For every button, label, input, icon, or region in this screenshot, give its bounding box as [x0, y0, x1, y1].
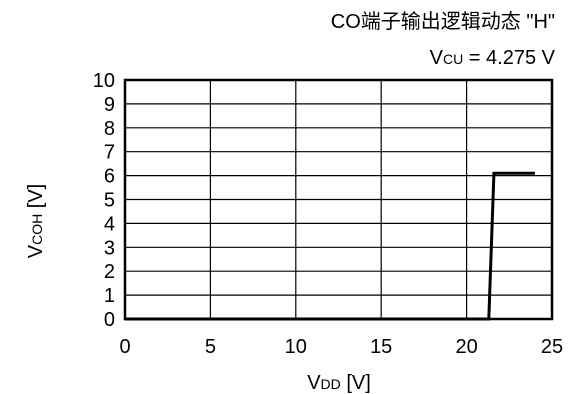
x-axis-unit: [V]: [341, 372, 371, 394]
x-tick-label: 10: [285, 336, 307, 358]
x-axis-subscript: DD: [321, 376, 341, 392]
grid: [125, 80, 552, 319]
x-axis-label: VDD [V]: [307, 372, 371, 394]
subtitle-value: = 4.275 V: [463, 47, 555, 69]
y-axis-label: VCOH [V]: [25, 184, 47, 258]
subtitle-symbol: V: [430, 47, 444, 69]
x-tick-label: 25: [541, 336, 563, 358]
x-axis-symbol: V: [307, 372, 321, 394]
y-tick-label: 0: [104, 309, 115, 331]
y-tick-label: 4: [104, 213, 115, 235]
y-tick-label: 2: [104, 261, 115, 283]
y-axis-subscript: COH: [29, 214, 45, 245]
y-tick-label: 5: [104, 190, 115, 212]
y-tick-label: 1: [104, 285, 115, 307]
x-tick-label: 20: [455, 336, 477, 358]
x-tick-label: 5: [205, 336, 216, 358]
y-tick-label: 8: [104, 118, 115, 140]
subtitle-subscript: CU: [443, 51, 463, 67]
series-line: [125, 171, 535, 321]
y-tick-label: 10: [93, 70, 115, 92]
plot-frame: [123, 78, 554, 321]
chart-subtitle: VCU = 4.275 V: [430, 47, 556, 69]
x-tick-label: 15: [370, 336, 392, 358]
y-tick-label: 6: [104, 166, 115, 188]
y-tick-label: 3: [104, 237, 115, 259]
y-axis-unit: [V]: [25, 184, 47, 214]
chart-title: CO端子输出逻辑动态 "H": [331, 10, 555, 33]
series: [125, 171, 535, 321]
y-tick-label: 9: [104, 94, 115, 116]
y-axis-label-group: VCOH [V]: [25, 184, 47, 258]
y-axis-symbol: V: [25, 244, 47, 258]
x-tick-label: 0: [119, 336, 130, 358]
y-tick-label: 7: [104, 142, 115, 164]
